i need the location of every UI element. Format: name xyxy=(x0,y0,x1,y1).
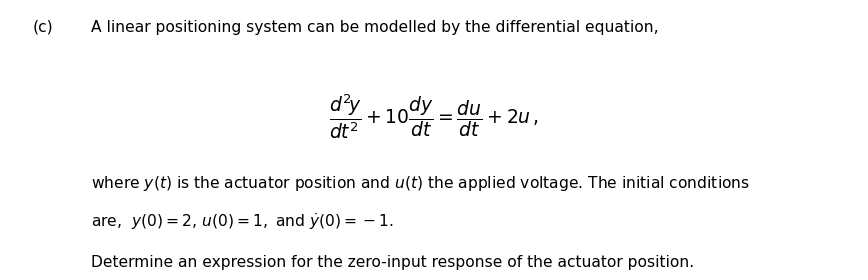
Text: $\dfrac{d^2\!y}{dt^2}+10\dfrac{dy}{dt}=\dfrac{du}{dt}+2u\,,$: $\dfrac{d^2\!y}{dt^2}+10\dfrac{dy}{dt}=\… xyxy=(329,92,539,141)
Text: A linear positioning system can be modelled by the differential equation,: A linear positioning system can be model… xyxy=(91,20,659,35)
Text: are,  $y(0)=2,\,u(0)=1,$ and $\dot{y}(0)=-1.$: are, $y(0)=2,\,u(0)=1,$ and $\dot{y}(0)=… xyxy=(91,211,394,232)
Text: where $y(t)$ is the actuator position and $u(t)$ the applied voltage. The initia: where $y(t)$ is the actuator position an… xyxy=(91,174,750,193)
Text: (c): (c) xyxy=(33,20,54,35)
Text: Determine an expression for the zero-input response of the actuator position.: Determine an expression for the zero-inp… xyxy=(91,255,694,270)
